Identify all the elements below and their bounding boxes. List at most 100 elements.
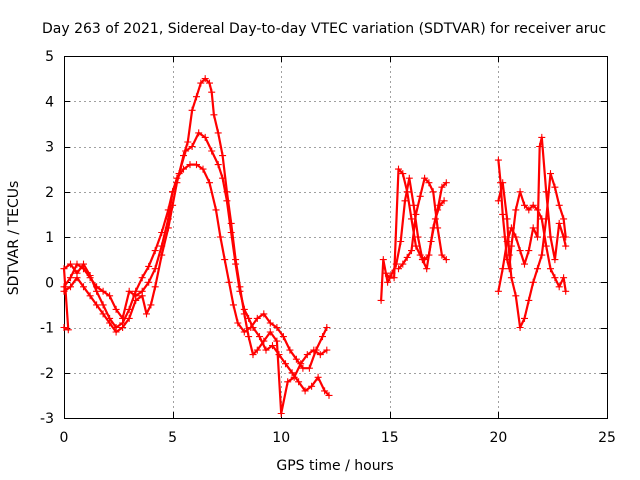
data-point [416, 251, 424, 259]
data-point [164, 215, 172, 223]
data-point [99, 287, 107, 295]
data-point [223, 197, 231, 205]
data-point [193, 93, 200, 101]
series-pass-f [395, 174, 450, 273]
data-point [538, 251, 546, 259]
data-point [262, 346, 270, 354]
series-pass-g [494, 156, 570, 295]
chart-title: Day 263 of 2021, Sidereal Day-to-day VTE… [42, 21, 606, 37]
data-point [414, 233, 422, 241]
data-point [112, 305, 120, 313]
y-tick-label: 0 [45, 275, 54, 291]
data-point [219, 174, 227, 182]
data-point [93, 301, 101, 309]
data-point [516, 247, 524, 255]
data-point [529, 278, 537, 286]
data-point [499, 179, 507, 187]
data-point [521, 314, 528, 322]
data-point [245, 314, 253, 322]
data-point [384, 278, 392, 286]
data-point [308, 382, 316, 390]
data-point [429, 188, 437, 196]
data-point [214, 161, 222, 169]
data-point [390, 274, 398, 282]
data-point [408, 215, 415, 223]
data-point [253, 346, 261, 354]
series-trace [62, 163, 328, 370]
series-trace [397, 177, 448, 270]
data-point [438, 251, 446, 259]
data-point [325, 391, 333, 399]
data-point [286, 346, 294, 354]
data-point [560, 274, 568, 282]
data-point [494, 156, 502, 164]
data-point [143, 310, 150, 318]
data-point [145, 278, 153, 286]
x-tick-label: 15 [381, 430, 399, 446]
series-pass-i [494, 133, 570, 295]
data-point [147, 301, 155, 309]
y-tick-label: 4 [45, 94, 54, 110]
data-point [245, 333, 253, 341]
data-point [551, 256, 559, 264]
data-point [275, 351, 283, 359]
data-point [175, 170, 183, 178]
data-point [112, 328, 120, 336]
data-point [145, 262, 153, 270]
data-point [494, 287, 502, 295]
data-point [529, 224, 537, 232]
data-point [423, 265, 431, 273]
data-point [494, 197, 502, 205]
data-point [184, 138, 192, 146]
y-tick-label: -1 [40, 321, 54, 337]
data-point [229, 301, 237, 309]
data-point [536, 143, 544, 150]
data-point [305, 364, 313, 372]
y-axis-label: SDTVAR / TECUs [6, 181, 22, 296]
data-point [516, 324, 524, 331]
data-point [151, 247, 159, 255]
data-point [266, 328, 274, 336]
data-point [547, 170, 554, 178]
grid-layer [64, 56, 607, 418]
data-layer [60, 75, 570, 417]
data-point [521, 260, 528, 268]
data-point [273, 337, 281, 345]
data-point [538, 133, 546, 141]
data-point [182, 147, 190, 155]
data-point [256, 333, 263, 341]
series-trace [62, 131, 331, 397]
data-point [512, 292, 520, 300]
data-point [240, 305, 248, 313]
data-point [279, 333, 287, 341]
data-point [188, 143, 196, 150]
x-axis-label: GPS time / hours [276, 458, 393, 474]
data-point [516, 188, 524, 196]
data-point [421, 174, 429, 182]
data-point [562, 242, 570, 250]
series-trace [497, 136, 567, 293]
y-tick-label: 3 [45, 140, 54, 156]
data-point [401, 197, 409, 205]
data-point [297, 360, 305, 368]
data-point [138, 274, 146, 282]
data-point [403, 188, 411, 196]
data-point [551, 274, 559, 282]
data-point [542, 188, 550, 196]
data-point [319, 333, 326, 341]
data-point [208, 147, 216, 155]
data-point [273, 324, 281, 331]
data-point [138, 287, 146, 295]
data-point [316, 351, 324, 359]
data-point [303, 351, 311, 359]
data-point [214, 129, 222, 137]
data-point [288, 369, 296, 377]
data-point [106, 319, 114, 327]
data-point [555, 201, 563, 209]
data-point [403, 253, 411, 261]
data-point [323, 324, 331, 331]
x-tick-label: 10 [272, 430, 290, 446]
data-point [323, 346, 331, 354]
